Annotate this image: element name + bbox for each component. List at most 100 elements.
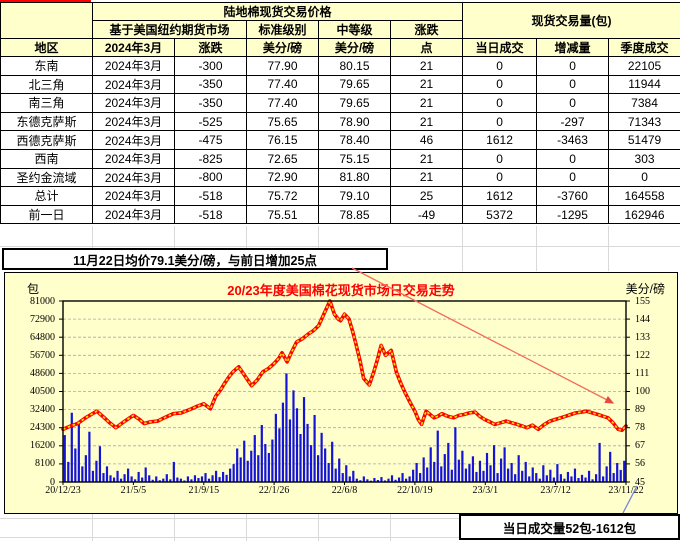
cell-points[interactable]: -49 (389, 204, 464, 225)
cell-middle-price[interactable]: 78.40 (318, 130, 391, 150)
cell-delta[interactable]: 0 (536, 56, 610, 76)
cell-middle-price[interactable]: 79.65 (318, 74, 391, 95)
cell-day-volume[interactable]: 0 (462, 74, 538, 95)
day-volume-note-box[interactable]: 当日成交量52包-1612包 (459, 514, 680, 540)
middle-grade-header-cell[interactable]: 中等级 (318, 20, 391, 39)
cell-month[interactable]: 2024年3月 (92, 148, 175, 169)
cell-quarter-volume[interactable]: 162946 (608, 204, 680, 225)
cell-change[interactable]: -300 (174, 56, 247, 76)
cell-delta[interactable]: -3463 (536, 130, 610, 150)
col-header-quarter-volume[interactable]: 季度成交 (608, 38, 680, 57)
cell-points[interactable]: 21 (389, 111, 464, 132)
cell-middle-price[interactable]: 81.80 (318, 167, 391, 188)
col-header-mid-unit[interactable]: 美分/磅 (318, 38, 391, 57)
cell-region[interactable]: 前一日 (0, 204, 93, 225)
cell-change[interactable]: -825 (174, 148, 247, 169)
cell-day-volume[interactable]: 1612 (462, 130, 538, 150)
table-title-cell[interactable]: 陆地棉现货交易价格 (91, 2, 464, 21)
futures-header-cell[interactable]: 基于美国纽约期货市场 (92, 20, 247, 39)
cell-points[interactable]: 46 (389, 130, 464, 150)
cell-region[interactable]: 北三角 (0, 74, 93, 95)
cell-quarter-volume[interactable]: 22105 (608, 56, 680, 76)
standard-grade-header-cell[interactable]: 标准级别 (246, 20, 319, 39)
cell-month[interactable]: 2024年3月 (92, 74, 175, 95)
cell-region[interactable]: 西德克萨斯 (0, 130, 93, 150)
cell-standard-price[interactable]: 75.65 (246, 111, 319, 132)
cell-month[interactable]: 2024年3月 (92, 111, 175, 132)
cell-change[interactable]: -525 (174, 111, 247, 132)
cell-quarter-volume[interactable]: 71343 (608, 111, 680, 132)
cell-middle-price[interactable]: 75.15 (318, 148, 391, 169)
cell-delta[interactable]: 0 (536, 167, 610, 188)
cell-standard-price[interactable]: 75.51 (246, 204, 319, 225)
col-header-day-volume[interactable]: 当日成交 (462, 38, 538, 57)
cell-middle-price[interactable]: 80.15 (318, 56, 391, 76)
average-price-note-box[interactable]: 11月22日均价79.1美分/磅，与前日增加25点 (2, 248, 388, 270)
col-header-change[interactable]: 涨跌 (174, 38, 247, 57)
cell-quarter-volume[interactable]: 51479 (608, 130, 680, 150)
cell-quarter-volume[interactable]: 11944 (608, 74, 680, 95)
cell-points[interactable]: 21 (389, 56, 464, 76)
cell-standard-price[interactable]: 72.65 (246, 148, 319, 169)
cell-middle-price[interactable]: 79.10 (318, 186, 391, 206)
cell-change[interactable]: -475 (174, 130, 247, 150)
cell-middle-price[interactable]: 78.90 (318, 111, 391, 132)
cell-middle-price[interactable]: 78.85 (318, 204, 391, 225)
cotton-trend-chart[interactable]: 20/23年度美国棉花现货市场日交易走势 包 美分/磅 0 8100 16200 24… (4, 272, 678, 514)
cell-middle-price[interactable]: 79.65 (318, 93, 391, 113)
cell-quarter-volume[interactable]: 303 (608, 148, 680, 169)
cell-region[interactable]: 总计 (0, 186, 93, 206)
cell-day-volume[interactable]: 0 (462, 56, 538, 76)
col-header-month[interactable]: 2024年3月 (92, 38, 175, 57)
cell-points[interactable]: 21 (389, 93, 464, 113)
cell-quarter-volume[interactable]: 7384 (608, 93, 680, 113)
cell-change[interactable]: -350 (174, 93, 247, 113)
change-header-cell[interactable]: 涨跌 (389, 20, 464, 39)
cell-month[interactable]: 2024年3月 (92, 186, 175, 206)
cell-quarter-volume[interactable]: 0 (608, 167, 680, 188)
cell-month[interactable]: 2024年3月 (92, 167, 175, 188)
cell-region[interactable]: 西南 (0, 148, 93, 169)
cell-region[interactable]: 东南 (0, 56, 93, 76)
cell-standard-price[interactable]: 72.90 (246, 167, 319, 188)
cell-standard-price[interactable]: 77.40 (246, 74, 319, 95)
cell-change[interactable]: -800 (174, 167, 247, 188)
cell-delta[interactable]: 0 (536, 74, 610, 95)
cell-region[interactable]: 东德克萨斯 (0, 111, 93, 132)
cell-points[interactable]: 21 (389, 74, 464, 95)
cell-quarter-volume[interactable]: 164558 (608, 186, 680, 206)
cell-region[interactable]: 南三角 (0, 93, 93, 113)
cell-delta[interactable]: 0 (536, 93, 610, 113)
cell-standard-price[interactable]: 77.90 (246, 56, 319, 76)
cell-change[interactable]: -350 (174, 74, 247, 95)
cell-delta[interactable]: -1295 (536, 204, 610, 225)
cell-standard-price[interactable]: 77.40 (246, 93, 319, 113)
col-header-delta[interactable]: 增减量 (536, 38, 610, 57)
cell-month[interactable]: 2024年3月 (92, 204, 175, 225)
cell-day-volume[interactable]: 0 (462, 167, 538, 188)
col-header-std-unit[interactable]: 美分/磅 (246, 38, 319, 57)
cell-day-volume[interactable]: 0 (462, 148, 538, 169)
cell-standard-price[interactable]: 75.72 (246, 186, 319, 206)
cell-change[interactable]: -518 (174, 204, 247, 225)
cell-points[interactable]: 21 (389, 148, 464, 169)
cell-delta[interactable]: -3760 (536, 186, 610, 206)
cell-month[interactable]: 2024年3月 (92, 56, 175, 76)
cell-month[interactable]: 2024年3月 (92, 130, 175, 150)
corner-cell[interactable] (0, 2, 93, 39)
volume-title-cell[interactable]: 现货交易量(包) (462, 2, 680, 39)
col-header-region[interactable]: 地区 (0, 38, 93, 57)
cell-month[interactable]: 2024年3月 (92, 93, 175, 113)
cell-change[interactable]: -518 (174, 186, 247, 206)
cell-day-volume[interactable]: 1612 (462, 186, 538, 206)
cell-day-volume[interactable]: 0 (462, 111, 538, 132)
cell-region[interactable]: 圣约金流域 (0, 167, 93, 188)
col-header-points[interactable]: 点 (389, 38, 464, 57)
cell-delta[interactable]: 0 (536, 148, 610, 169)
cell-delta[interactable]: -297 (536, 111, 610, 132)
cell-day-volume[interactable]: 5372 (462, 204, 538, 225)
cell-points[interactable]: 25 (389, 186, 464, 206)
cell-standard-price[interactable]: 76.15 (246, 130, 319, 150)
cell-points[interactable]: 21 (389, 167, 464, 188)
cell-day-volume[interactable]: 0 (462, 93, 538, 113)
